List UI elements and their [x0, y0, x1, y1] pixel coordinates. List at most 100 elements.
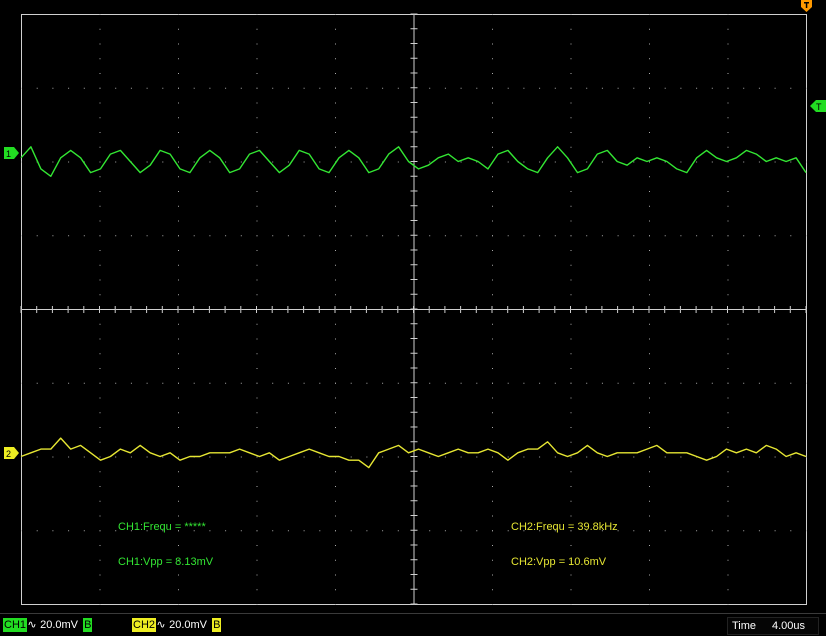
graticule-dot: [335, 132, 336, 133]
graticule-dot: [335, 102, 336, 104]
graticule-dot: [335, 574, 336, 576]
graticule-dot: [727, 368, 729, 369]
graticule-dot: [366, 87, 368, 89]
graticule-dot: [492, 28, 493, 30]
graticule-dot: [664, 382, 666, 384]
graticule-dot: [460, 161, 462, 163]
graticule-dot: [178, 14, 179, 15]
graticule-dot: [209, 235, 211, 237]
trigger-level-marker[interactable]: T: [810, 100, 826, 112]
graticule-dot: [256, 530, 258, 532]
graticule-dot: [727, 323, 729, 325]
ch1-ground-marker[interactable]: 1: [4, 147, 19, 159]
graticule-dot: [790, 382, 792, 384]
graticule-dot: [99, 14, 101, 15]
graticule-dot: [649, 368, 650, 369]
graticule-dot: [256, 574, 258, 576]
graticule-dot: [178, 515, 179, 517]
graticule-dot: [350, 530, 352, 532]
graticule-dot: [727, 191, 729, 192]
graticule-dot: [492, 589, 493, 591]
ch1-status[interactable]: CH1∿ 20.0mV B: [3, 618, 93, 632]
graticule-dot: [806, 235, 807, 237]
graticule-dot: [523, 235, 525, 237]
graticule-dot: [806, 382, 807, 384]
graticule-dot: [633, 161, 635, 163]
graticule-dot: [99, 471, 101, 473]
graticule-dot: [617, 235, 619, 237]
graticule-dot: [335, 250, 336, 251]
ch1-marker-label: 1: [6, 149, 11, 159]
graticule-dot: [570, 574, 572, 576]
graticule-dot: [178, 427, 179, 428]
graticule-dot: [460, 382, 462, 384]
graticule-dot: [146, 235, 148, 237]
waveform-traces: [20, 146, 807, 469]
ch2-bandwidth-limit-icon: B: [212, 618, 222, 632]
graticule-dot: [162, 235, 164, 237]
graticule-dot: [99, 73, 101, 74]
graticule-dot: [99, 132, 101, 133]
graticule-dot: [178, 530, 179, 532]
graticule-dot: [366, 161, 368, 163]
graticule-dot: [178, 486, 179, 487]
graticule-dot: [758, 530, 760, 532]
graticule-dot: [272, 530, 274, 532]
graticule-dot: [240, 456, 242, 458]
graticule-dot: [727, 102, 729, 104]
graticule-dot: [193, 87, 195, 89]
graticule-dot: [492, 117, 493, 119]
graticule-dot: [256, 205, 258, 207]
ch1-scale: 20.0mV: [40, 619, 78, 631]
graticule-dot: [350, 87, 352, 89]
graticule-dot: [36, 235, 38, 237]
graticule-dot: [178, 397, 179, 399]
graticule-dot: [178, 574, 179, 576]
ch2-ground-marker[interactable]: 2: [4, 447, 19, 459]
graticule-dot: [178, 471, 179, 473]
graticule-dot: [774, 87, 776, 89]
graticule-dot: [727, 486, 729, 487]
graticule-dot: [570, 382, 572, 384]
graticule-dot: [539, 161, 541, 163]
status-bar: CH1∿ 20.0mV B CH2∿ 20.0mV B Time 4.00us: [0, 613, 826, 636]
ch1-frequency-readout: CH1:Frequ = *****: [118, 521, 206, 533]
graticule-dot: [99, 589, 101, 591]
trigger-position-marker[interactable]: [801, 0, 812, 12]
graticule-dot: [696, 530, 698, 532]
ch2-status[interactable]: CH2∿ 20.0mV B: [132, 618, 222, 632]
graticule-dot: [727, 500, 729, 502]
graticule-dot: [711, 87, 713, 89]
graticule-dot: [99, 368, 101, 369]
graticule-dot: [99, 456, 101, 458]
graticule-dot: [570, 323, 572, 325]
graticule-dot: [36, 530, 38, 532]
graticule-dot: [256, 73, 258, 74]
graticule-dot: [130, 235, 132, 237]
graticule-dot: [319, 235, 321, 237]
graticule-dot: [99, 323, 101, 325]
graticule-dot: [99, 338, 101, 340]
graticule-dot: [21, 161, 22, 163]
graticule-dot: [178, 58, 179, 60]
graticule-dot: [680, 456, 682, 458]
graticule-dot: [727, 117, 729, 119]
graticule-dot: [240, 87, 242, 89]
graticule-dot: [99, 294, 101, 296]
graticule-dot: [806, 456, 807, 458]
graticule-dot: [256, 58, 258, 60]
graticule-dot: [335, 412, 336, 414]
timebase-readout[interactable]: Time 4.00us: [727, 617, 819, 635]
graticule-dot: [727, 176, 729, 178]
graticule-dot: [727, 456, 729, 458]
graticule-dot: [492, 441, 493, 443]
graticule-dot: [319, 530, 321, 532]
ch1-label: CH1: [3, 618, 28, 632]
graticule-dot: [36, 456, 38, 458]
graticule-dot: [256, 515, 258, 517]
graticule-dot: [727, 28, 729, 30]
graticule-dot: [115, 161, 117, 163]
graticule-dot: [727, 604, 729, 605]
graticule-dot: [52, 87, 54, 89]
graticule-dot: [774, 235, 776, 237]
